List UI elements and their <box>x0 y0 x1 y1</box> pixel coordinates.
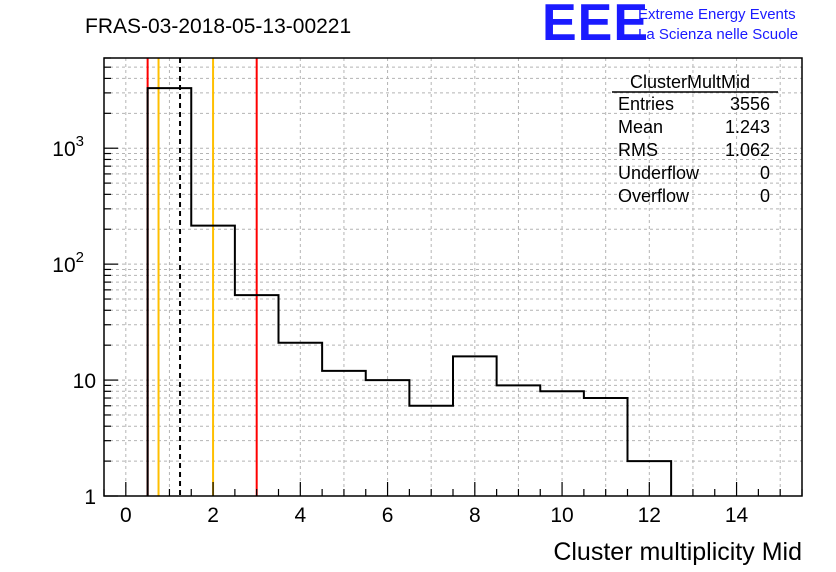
x-tick-label: 4 <box>294 504 306 527</box>
logo-line-2: La Scienza nelle Scuole <box>638 26 798 43</box>
chart-title: FRAS-03-2018-05-13-00221 <box>85 15 351 38</box>
x-axis-title: Cluster multiplicity Mid <box>553 538 802 566</box>
stats-value: 1.243 <box>725 117 770 137</box>
stats-label: Mean <box>618 117 663 137</box>
histogram-bars <box>146 87 673 496</box>
x-tick-label: 2 <box>207 504 219 527</box>
x-tick-label: 6 <box>382 504 394 527</box>
x-tick-label: 12 <box>638 504 661 527</box>
stats-label: RMS <box>618 140 658 160</box>
stats-rows: Entries 3556 Mean 1.243 RMS 1.062 Underflow 0 Ov… <box>618 94 770 206</box>
grid <box>104 57 802 496</box>
y-tick-label: 10 <box>73 370 96 393</box>
y-tick-label: 102 <box>52 249 84 277</box>
stats-value: 0 <box>760 186 770 206</box>
x-tick-label: 0 <box>120 504 132 527</box>
stats-value: 0 <box>760 163 770 183</box>
y-tick-label: 1 <box>84 486 96 509</box>
x-tick-label: 10 <box>550 504 573 527</box>
stats-label: Underflow <box>618 163 700 183</box>
stats-box: ClusterMultMid Entries 3556 Mean 1.243 RMS 1.… <box>612 72 778 206</box>
plot-frame <box>103 57 803 497</box>
x-tick-label: 14 <box>725 504 749 527</box>
logo-letters: EEE <box>542 0 649 52</box>
stats-label: Overflow <box>618 186 690 206</box>
stats-name: ClusterMultMid <box>630 72 750 92</box>
histogram-outline <box>146 87 673 496</box>
marker-lines <box>146 58 258 496</box>
axes: 0 2 4 6 8 10 12 14 1 10 102 103 <box>52 57 803 527</box>
stats-value: 1.062 <box>725 140 770 160</box>
stats-label: Entries <box>618 94 674 114</box>
x-tick-label: 8 <box>469 504 481 527</box>
stats-value: 3556 <box>730 94 770 114</box>
logo-line-1: Extreme Energy Events <box>638 6 796 23</box>
eee-logo: EEE Extreme Energy Events La Scienza nel… <box>542 0 798 52</box>
y-tick-label: 103 <box>52 133 84 161</box>
